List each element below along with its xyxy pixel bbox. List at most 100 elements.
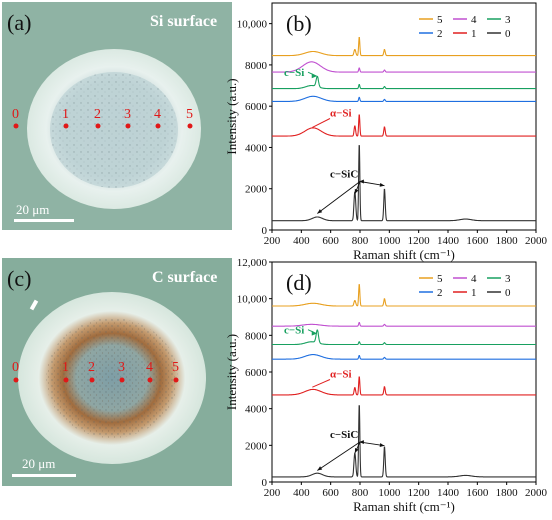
legend-label-2: 2: [437, 28, 443, 40]
y-tick-label: 10,000: [237, 19, 268, 31]
legend-label-5: 5: [437, 14, 443, 26]
legend-label-3: 3: [505, 273, 511, 285]
point-label-0: 0: [12, 107, 19, 122]
y-axis-label: Intensity (a.u.): [224, 334, 239, 410]
x-tick-label: 1400: [437, 487, 460, 499]
x-tick-label: 1000: [378, 487, 401, 499]
series-line-2: [272, 95, 536, 102]
y-tick-label: 2000: [245, 440, 268, 452]
x-tick-label: 1800: [496, 487, 519, 499]
x-tick-label: 2000: [525, 235, 548, 247]
x-tick-label: 1400: [437, 235, 460, 247]
legend-label-4: 4: [471, 14, 477, 26]
annotation-c-sic-arrowhead: [354, 188, 359, 194]
series-line-2: [272, 354, 536, 360]
point-label-1: 1: [62, 360, 69, 375]
y-tick-label: 8000: [245, 330, 268, 342]
measurement-points-c: 0 1 2 3 4 5: [12, 360, 179, 383]
x-tick-label: 200: [264, 235, 281, 247]
point-label-3: 3: [118, 360, 125, 375]
x-tick-label: 2000: [525, 487, 548, 499]
x-axis-label: Raman shift (cm⁻¹): [353, 499, 455, 514]
annotation-a-si-arrow: [312, 118, 331, 128]
series-line-1: [272, 376, 536, 396]
legend-label-5: 5: [437, 273, 443, 285]
y-tick-label: 4000: [245, 404, 268, 416]
annotation-c-sic-arrowhead: [354, 448, 359, 454]
micrograph-c-image: (c) C surface 0 1 2 3 4 5 20 μm: [2, 258, 232, 486]
point-label-3: 3: [124, 107, 131, 122]
annotation-c-si-arrowhead: [311, 330, 317, 336]
x-tick-label: 800: [352, 487, 369, 499]
x-tick-label: 400: [293, 487, 310, 499]
x-axis-label: Raman shift (cm⁻¹): [353, 247, 455, 262]
y-tick-label: 12,000: [237, 257, 268, 269]
legend-label-0: 0: [505, 28, 511, 40]
x-tick-label: 1200: [408, 235, 431, 247]
annotation-c-sic-arrow: [317, 441, 361, 471]
measurement-points-a: 0 1 2 3 4 5: [12, 107, 193, 129]
panel-b-label: (b): [286, 11, 312, 36]
si-surface-title: Si surface: [150, 13, 217, 30]
scalebar-label-c: 20 μm: [22, 456, 55, 471]
point-marker-0: [13, 123, 19, 129]
micrograph-a: (a) Si surface 0 1 2 3 4 5 20 μm: [2, 2, 232, 230]
point-marker-0: [13, 377, 19, 383]
x-tick-label: 1600: [466, 235, 489, 247]
y-tick-label: 6000: [245, 101, 268, 113]
annotation-a-si: α−Si: [330, 108, 352, 120]
point-marker-3: [119, 377, 125, 383]
x-tick-label: 800: [352, 235, 369, 247]
point-label-2: 2: [88, 360, 95, 375]
plot-frame: [271, 261, 537, 483]
annotation-c-sic-arrowhead: [379, 443, 385, 447]
micrograph-a-image: (a) Si surface 0 1 2 3 4 5 20 μm: [2, 2, 232, 230]
series-line-0: [272, 405, 536, 478]
point-marker-2: [89, 377, 95, 383]
legend-label-0: 0: [505, 287, 511, 299]
point-label-5: 5: [186, 107, 193, 122]
series-line-3: [272, 75, 536, 90]
x-tick-label: 1600: [466, 487, 489, 499]
y-tick-label: 2000: [245, 184, 268, 196]
chart-b: 200 400 600 800 1000 1200 1400 1600 1800 2000 0 200…: [224, 2, 548, 262]
legend-label-4: 4: [471, 273, 477, 285]
scalebar-a: [14, 219, 74, 222]
y-tick-label: 0: [262, 225, 268, 237]
point-marker-1: [63, 377, 69, 383]
y-tick-label: 10,000: [237, 294, 268, 306]
x-tick-label: 1000: [378, 235, 401, 247]
series-line-4: [272, 322, 536, 327]
plot-frame: [271, 2, 537, 231]
series-line-4: [272, 61, 536, 73]
series-line-5: [272, 284, 536, 307]
x-tick-label: 1800: [496, 235, 519, 247]
x-tick-label: 400: [293, 235, 310, 247]
point-marker-3: [125, 123, 131, 129]
micrograph-c: (c) C surface 0 1 2 3 4 5 20 μm: [2, 258, 232, 486]
y-axis-label: Intensity (a.u.): [224, 78, 239, 154]
annotation-c-sic: c−SiC: [330, 169, 358, 181]
annotation-c-si: c−Si: [284, 325, 304, 337]
scalebar-c: [12, 474, 76, 477]
annotation-c-sic-arrow: [317, 181, 361, 214]
point-marker-4: [147, 377, 153, 383]
point-label-4: 4: [154, 107, 161, 122]
x-tick-label: 200: [264, 487, 281, 499]
annotation-c-si: c−Si: [284, 67, 304, 79]
panel-c-label: (c): [7, 266, 31, 291]
annotation-a-si-arrow: [312, 379, 331, 388]
series-line-1: [272, 114, 536, 137]
point-marker-5: [187, 123, 193, 129]
y-tick-label: 0: [262, 477, 268, 489]
panel-d-label: (d): [286, 270, 312, 295]
series-line-3: [272, 329, 536, 346]
debris-particle: [29, 299, 39, 311]
point-label-2: 2: [94, 107, 101, 122]
annotation-c-sic: c−SiC: [330, 429, 358, 441]
c-surface-title: C surface: [152, 269, 217, 286]
series-line-0: [272, 145, 536, 222]
legend-label-1: 1: [471, 28, 477, 40]
scalebar-label-a: 20 μm: [16, 202, 49, 217]
